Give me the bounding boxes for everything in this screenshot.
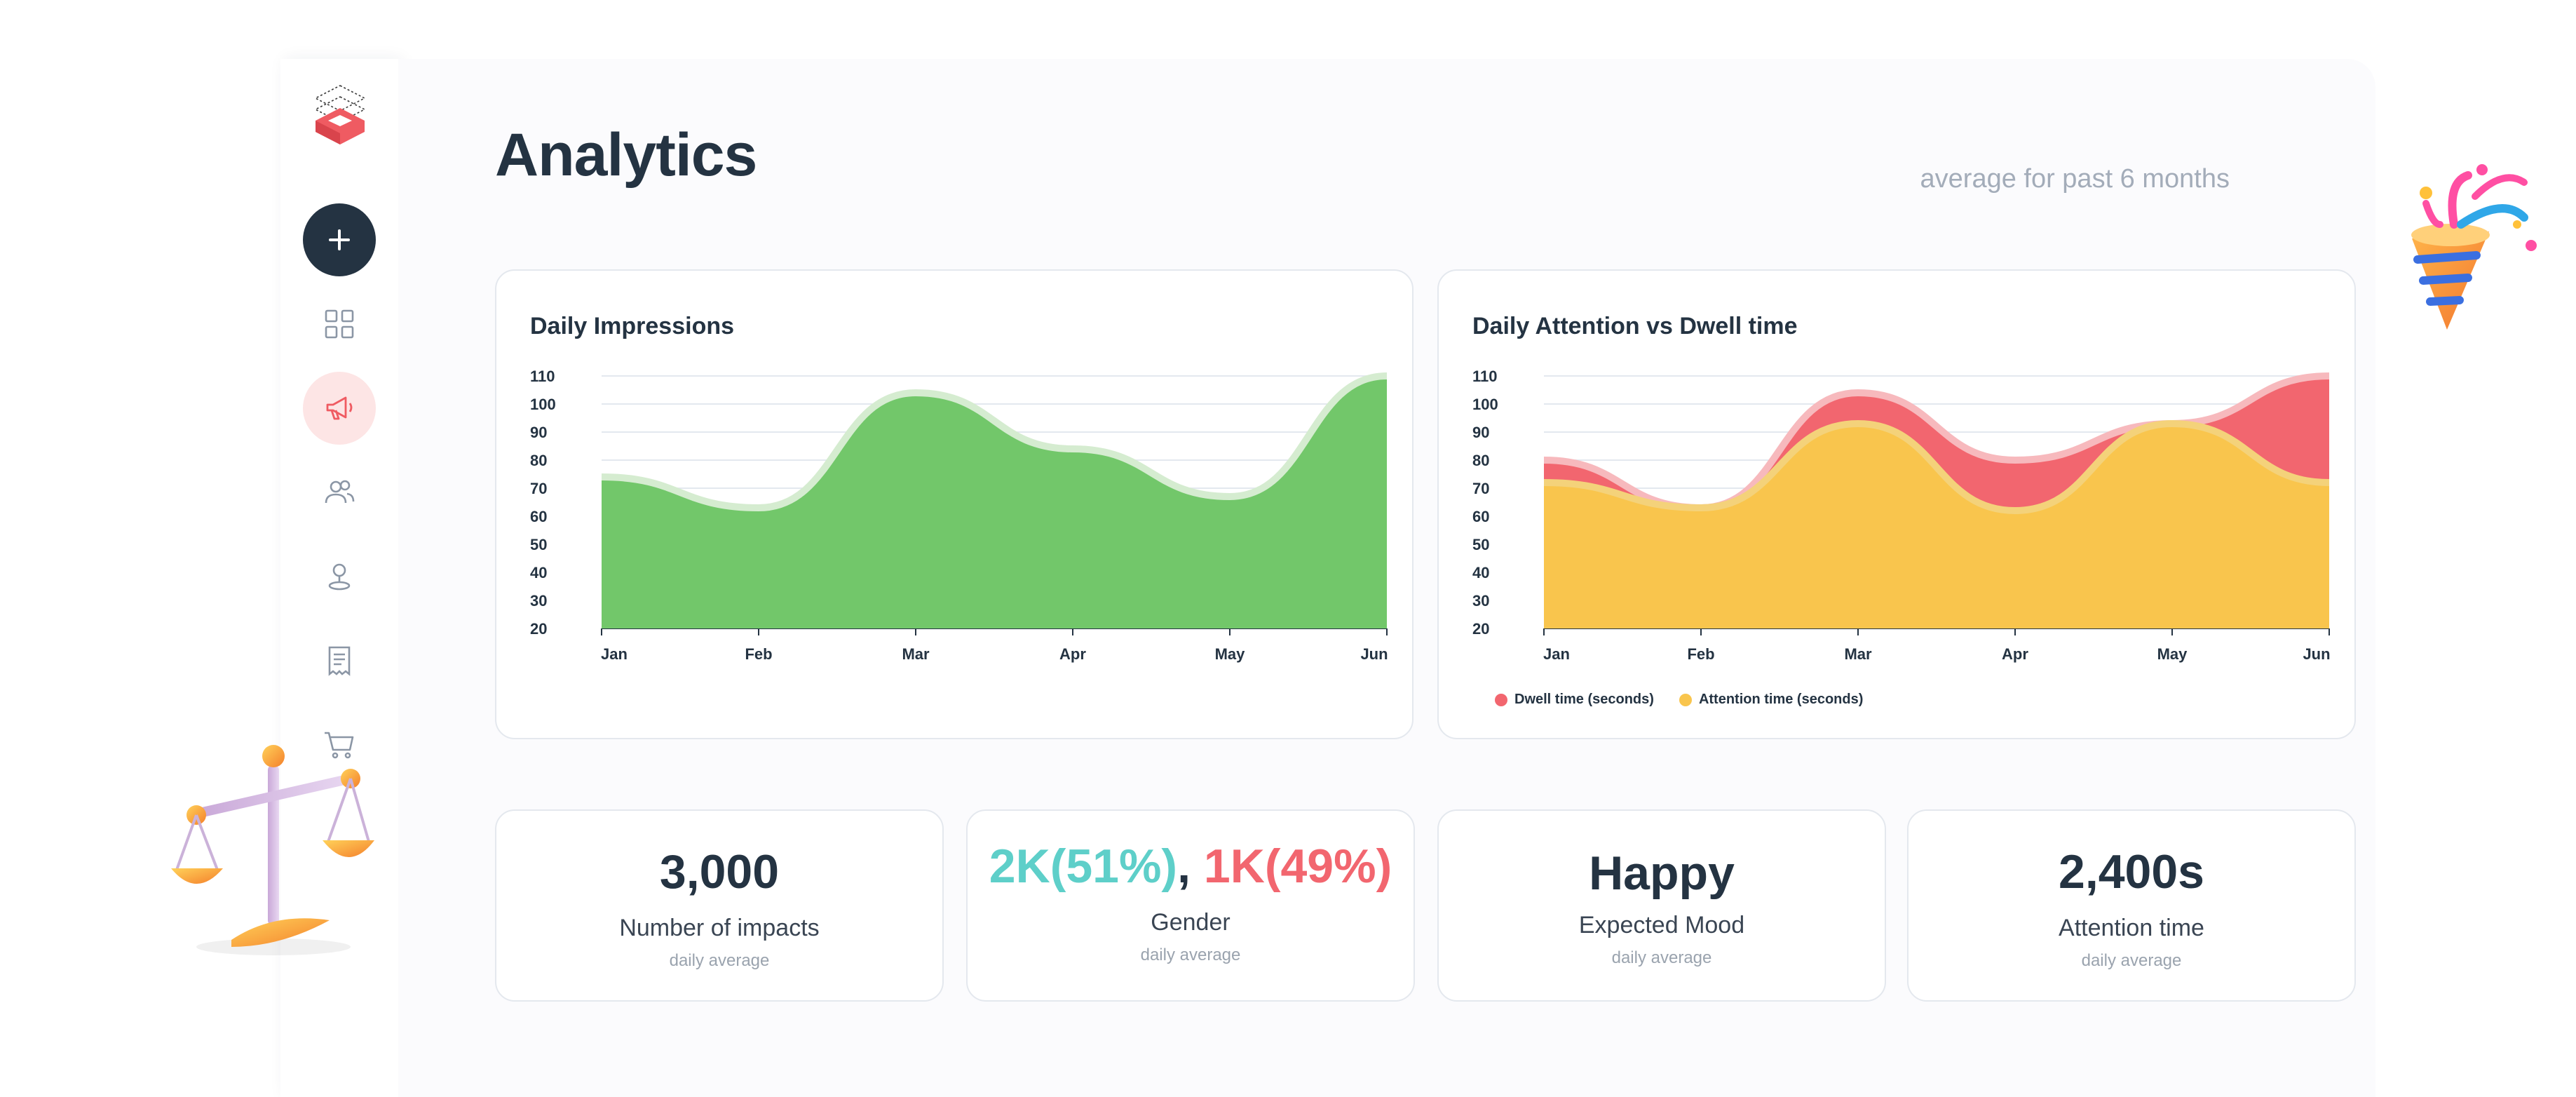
y-tick-label: 70 <box>530 480 547 497</box>
stat-note: daily average <box>669 951 770 970</box>
attention-dwell-chart-card: Daily Attention vs Dwell time 20 30 40 50 60… <box>1437 269 2356 739</box>
y-tick-label: 30 <box>1472 592 1489 610</box>
stat-label: Expected Mood <box>1578 912 1745 938</box>
stat-card-impacts: 3,000 Number of impacts daily average <box>495 809 944 1002</box>
legend-label: Attention time (seconds) <box>1698 692 1864 707</box>
stat-value: Happy <box>1589 847 1735 900</box>
chart-legend: Dwell time (seconds) Attention time (sec… <box>1495 692 1863 708</box>
y-tick-label: 80 <box>1472 452 1489 469</box>
y-tick-label: 90 <box>1472 424 1489 441</box>
y-tick-label: 60 <box>1472 508 1489 525</box>
y-tick-label: 100 <box>1472 396 1498 413</box>
receipt-icon <box>328 646 351 676</box>
impressions-chart: 20 30 40 50 60 70 80 90 100 110 Jan Feb Mar Apr May Jun <box>530 368 1388 663</box>
y-tick-label: 90 <box>530 424 547 441</box>
stat-label: Number of impacts <box>619 915 820 941</box>
y-tick-label: 20 <box>1472 620 1489 638</box>
x-tick-label: Jan <box>1543 645 1570 663</box>
chart-title: Daily Attention vs Dwell time <box>1472 313 1798 339</box>
y-tick-label: 100 <box>530 396 556 413</box>
series-line <box>601 372 1388 512</box>
y-tick-label: 110 <box>530 368 555 385</box>
legend-label: Dwell time (seconds) <box>1514 692 1654 707</box>
legend-item-dwell: Dwell time (seconds) <box>1495 692 1654 708</box>
app-logo[interactable] <box>301 80 379 157</box>
megaphone-icon <box>326 396 353 420</box>
gender-female-value: 1K(49%) <box>1203 840 1392 893</box>
x-tick-label: Apr <box>1059 645 1086 663</box>
y-tick-label: 40 <box>1472 564 1489 581</box>
nav-campaigns[interactable] <box>303 372 376 445</box>
gender-separator: , <box>1177 840 1191 893</box>
y-tick-label: 80 <box>530 452 547 469</box>
y-tick-label: 70 <box>1472 480 1489 497</box>
x-tick-label: Feb <box>745 645 772 663</box>
page-title: Analytics <box>495 121 757 189</box>
nav-shop[interactable] <box>303 708 376 781</box>
users-icon <box>325 480 355 504</box>
y-tick-label: 110 <box>1472 368 1498 385</box>
stat-card-mood: Happy Expected Mood daily average <box>1437 809 1886 1002</box>
grid-icon <box>325 309 354 339</box>
x-tick-label: Feb <box>1687 645 1714 663</box>
y-tick-label: 40 <box>530 564 547 581</box>
series-area <box>602 376 1387 628</box>
nav-audience[interactable] <box>303 456 376 529</box>
impressions-chart-card: Daily Impressions 20 30 40 50 60 70 80 90 100 110… <box>495 269 1414 739</box>
nav-reports[interactable] <box>303 624 376 697</box>
stat-note: daily average <box>2081 951 2182 970</box>
stat-value: 3,000 <box>659 845 780 899</box>
series-line <box>1543 419 2330 515</box>
stat-label: Attention time <box>2059 915 2204 941</box>
series-area <box>1544 424 2329 628</box>
page-subtitle: average for past 6 months <box>1920 164 2230 194</box>
x-tick-label: Apr <box>2002 645 2028 663</box>
legend-swatch-red <box>1495 693 1507 706</box>
x-tick-label: Jan <box>601 645 628 663</box>
stat-label: Gender <box>1151 909 1231 936</box>
party-popper-icon <box>2411 164 2537 330</box>
legend-swatch-yellow <box>1679 693 1692 706</box>
x-tick-label: Mar <box>1844 645 1872 663</box>
x-tick-label: Jun <box>2303 645 2330 663</box>
location-pin-icon <box>328 563 351 591</box>
plus-icon <box>329 229 350 250</box>
stat-card-gender: 2K(51%), 1K(49%) Gender daily average <box>966 809 1415 1002</box>
add-button[interactable] <box>303 203 376 276</box>
y-tick-label: 20 <box>530 620 547 638</box>
stat-value: 2,400s <box>2059 845 2204 899</box>
x-tick-label: May <box>1215 645 1246 663</box>
stat-note: daily average <box>1140 945 1241 964</box>
x-tick-label: Jun <box>1360 645 1388 663</box>
y-tick-label: 60 <box>530 508 547 525</box>
x-tick-label: Mar <box>902 645 930 663</box>
y-tick-label: 50 <box>530 536 547 553</box>
y-tick-label: 30 <box>530 592 547 610</box>
nav-dashboard[interactable] <box>303 288 376 361</box>
x-tick-label: May <box>2157 645 2188 663</box>
gender-male-value: 2K(51%) <box>989 840 1178 893</box>
main-content: Analytics average for past 6 months Dail… <box>398 59 2375 1097</box>
nav-locations[interactable] <box>303 540 376 613</box>
stat-note: daily average <box>1611 948 1712 967</box>
stat-value-gender: 2K(51%), 1K(49%) <box>968 839 1414 894</box>
balance-scale-icon <box>171 745 374 955</box>
y-tick-label: 50 <box>1472 536 1489 553</box>
cart-icon <box>325 732 354 759</box>
chart-title: Daily Impressions <box>530 313 735 339</box>
attention-dwell-chart: 20 30 40 50 60 70 80 90 100 110 Jan Feb Mar Apr May Jun <box>1472 368 2331 663</box>
stat-card-attention: 2,400s Attention time daily average <box>1907 809 2356 1002</box>
legend-item-attention: Attention time (seconds) <box>1679 692 1863 708</box>
